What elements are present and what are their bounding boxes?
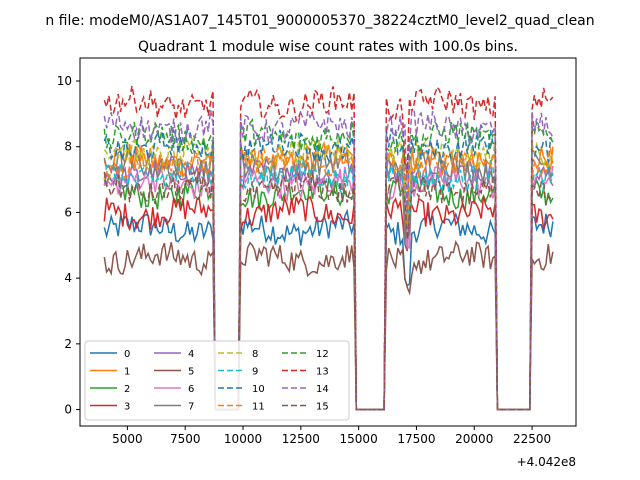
x-tick-label: 10000 bbox=[224, 432, 262, 446]
x-tick-label: 7500 bbox=[170, 432, 201, 446]
legend-label-15: 15 bbox=[316, 402, 329, 413]
plot-area bbox=[79, 57, 577, 427]
legend-label-5: 5 bbox=[188, 367, 194, 378]
legend-label-2: 2 bbox=[124, 384, 130, 395]
legend-label-8: 8 bbox=[252, 349, 258, 360]
legend-label-4: 4 bbox=[188, 349, 194, 360]
legend-label-11: 11 bbox=[252, 402, 265, 413]
y-tick-label: 10 bbox=[57, 74, 72, 88]
legend-label-6: 6 bbox=[188, 384, 194, 395]
series-line-6 bbox=[103, 165, 554, 411]
y-axis: 0 2 4 6 8 10 bbox=[57, 74, 80, 417]
series-line-3 bbox=[103, 195, 554, 411]
legend-label-3: 3 bbox=[124, 402, 130, 413]
legend-label-9: 9 bbox=[252, 367, 258, 378]
chart-title: Quadrant 1 module wise count rates with … bbox=[138, 39, 518, 55]
plot-frame bbox=[79, 57, 577, 427]
x-tick-label: 5000 bbox=[112, 432, 143, 446]
legend-label-0: 0 bbox=[124, 349, 130, 360]
legend-label-10: 10 bbox=[252, 384, 265, 395]
x-offset-label: +4.042e8 bbox=[517, 455, 576, 469]
y-tick-label: 4 bbox=[64, 271, 72, 285]
series-line-5 bbox=[103, 239, 554, 411]
series-layer bbox=[103, 85, 554, 411]
x-axis: 5000 7500 10000 12500 15000 17500 20000 22500 bbox=[112, 426, 551, 446]
series-line-14 bbox=[103, 108, 554, 411]
series-line-13 bbox=[103, 85, 554, 411]
figure-suptitle: n file: modeM0/AS1A07_145T01_9000005370_… bbox=[45, 13, 594, 29]
y-tick-label: 6 bbox=[64, 205, 72, 219]
legend-label-7: 7 bbox=[188, 402, 194, 413]
x-tick-label: 22500 bbox=[513, 432, 551, 446]
series-line-7 bbox=[103, 148, 554, 411]
series-line-11 bbox=[103, 146, 554, 411]
series-line-0 bbox=[103, 208, 554, 411]
legend-label-14: 14 bbox=[316, 384, 329, 395]
series-line-10 bbox=[103, 127, 554, 411]
y-tick-label: 8 bbox=[64, 140, 72, 154]
series-line-15 bbox=[103, 171, 554, 411]
x-tick-label: 12500 bbox=[282, 432, 320, 446]
x-tick-label: 17500 bbox=[397, 432, 435, 446]
legend-label-1: 1 bbox=[124, 367, 130, 378]
x-tick-label: 20000 bbox=[455, 432, 493, 446]
legend-box bbox=[84, 340, 350, 421]
y-tick-label: 2 bbox=[64, 337, 72, 351]
legend-label-12: 12 bbox=[316, 349, 329, 360]
legend-label-13: 13 bbox=[316, 367, 329, 378]
y-tick-label: 0 bbox=[64, 403, 72, 417]
x-tick-label: 15000 bbox=[340, 432, 378, 446]
